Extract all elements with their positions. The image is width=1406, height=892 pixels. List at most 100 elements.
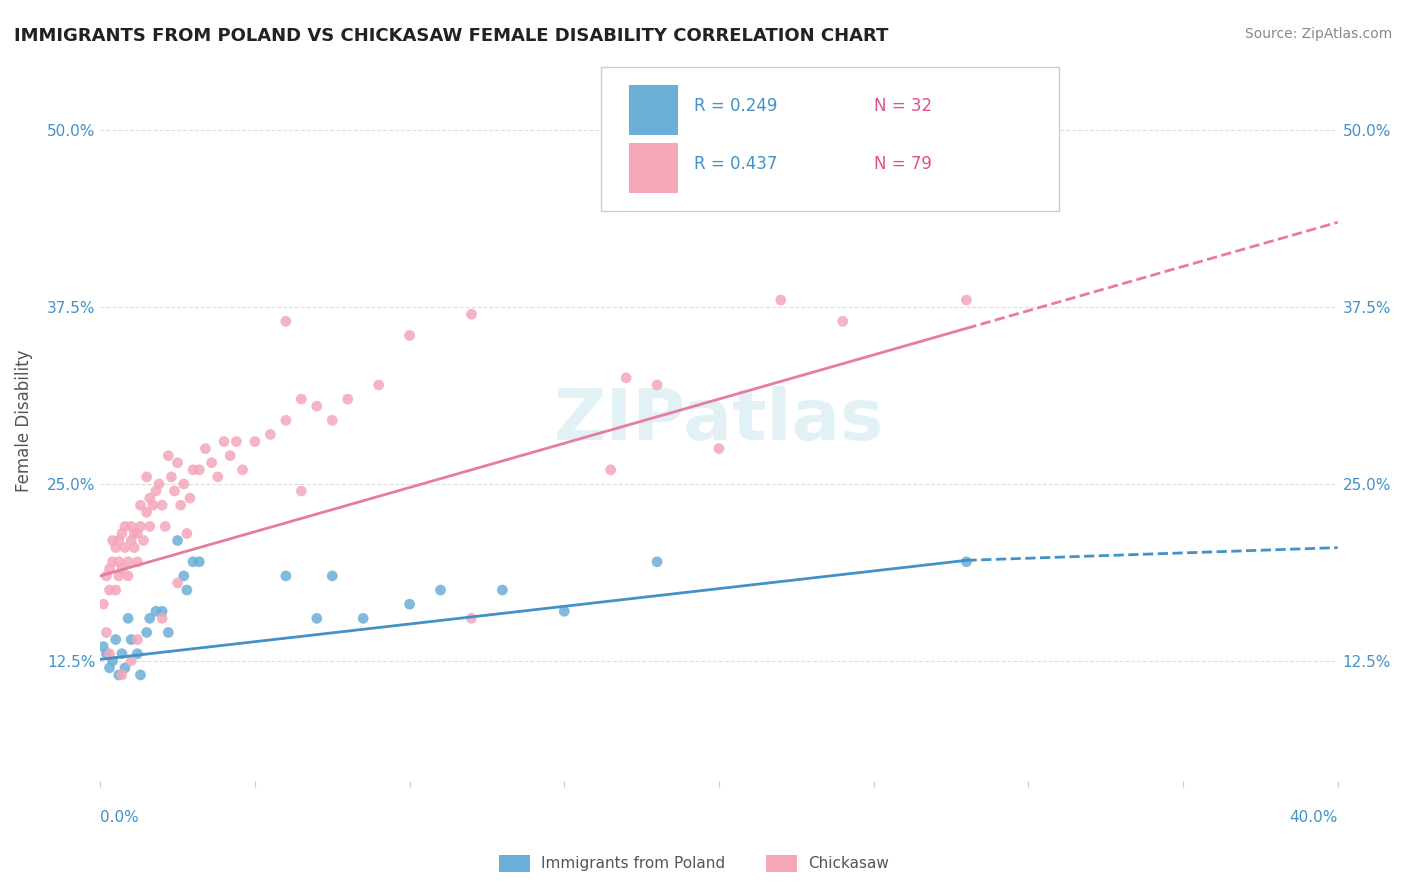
Point <box>155 519 177 533</box>
Point <box>645 555 668 569</box>
Text: ZIPatlas: ZIPatlas <box>554 386 884 455</box>
Point <box>170 498 193 512</box>
Point <box>166 576 188 591</box>
Point <box>173 477 195 491</box>
Point <box>139 491 162 505</box>
Point <box>104 632 127 647</box>
Point <box>194 442 217 456</box>
Point <box>150 611 173 625</box>
Point <box>139 519 162 533</box>
Point <box>98 647 121 661</box>
Text: 40.0%: 40.0% <box>1289 810 1337 825</box>
Point <box>120 632 142 647</box>
Point <box>599 463 621 477</box>
Text: N = 79: N = 79 <box>873 155 932 173</box>
Point <box>108 555 131 569</box>
Point <box>321 569 343 583</box>
Point <box>201 456 224 470</box>
Point <box>108 533 131 548</box>
Point <box>166 533 188 548</box>
Point <box>129 519 152 533</box>
Point <box>117 611 139 625</box>
Point <box>150 498 173 512</box>
Point <box>225 434 247 449</box>
Text: Immigrants from Poland: Immigrants from Poland <box>541 856 725 871</box>
Point <box>166 456 188 470</box>
Point <box>135 505 157 519</box>
Point <box>955 293 977 307</box>
Point <box>129 668 152 682</box>
Point <box>148 477 170 491</box>
Point <box>108 668 131 682</box>
Point <box>98 582 121 597</box>
Point <box>955 555 977 569</box>
Point <box>117 569 139 583</box>
FancyBboxPatch shape <box>602 67 1059 211</box>
Point <box>769 293 792 307</box>
Point <box>93 597 115 611</box>
Point <box>114 519 136 533</box>
Text: IMMIGRANTS FROM POLAND VS CHICKASAW FEMALE DISABILITY CORRELATION CHART: IMMIGRANTS FROM POLAND VS CHICKASAW FEMA… <box>14 27 889 45</box>
Point <box>127 632 149 647</box>
Point <box>429 582 451 597</box>
Point <box>135 470 157 484</box>
Point <box>157 449 180 463</box>
Point <box>367 378 389 392</box>
Point <box>135 625 157 640</box>
Point <box>101 555 124 569</box>
Point <box>460 307 482 321</box>
Point <box>188 555 211 569</box>
Point <box>274 314 297 328</box>
Point <box>157 625 180 640</box>
Point <box>120 533 142 548</box>
Point <box>305 399 328 413</box>
Point <box>96 647 118 661</box>
Point <box>104 541 127 555</box>
Point <box>114 541 136 555</box>
Point <box>145 483 167 498</box>
Point <box>181 463 204 477</box>
Point <box>114 661 136 675</box>
Text: R = 0.437: R = 0.437 <box>695 155 778 173</box>
Point <box>181 555 204 569</box>
Point <box>553 604 575 618</box>
Point <box>219 449 242 463</box>
Point <box>274 413 297 427</box>
Point <box>139 611 162 625</box>
Point <box>707 442 730 456</box>
Point <box>117 555 139 569</box>
Point <box>207 470 229 484</box>
Point <box>129 498 152 512</box>
Point <box>336 392 359 406</box>
Point <box>321 413 343 427</box>
Text: N = 32: N = 32 <box>873 97 932 115</box>
Text: 0.0%: 0.0% <box>100 810 139 825</box>
Point <box>127 555 149 569</box>
Point <box>232 463 254 477</box>
Point <box>398 597 420 611</box>
Point <box>150 604 173 618</box>
Point <box>101 533 124 548</box>
Point <box>614 371 637 385</box>
Point <box>120 519 142 533</box>
Point <box>101 654 124 668</box>
Point <box>132 533 155 548</box>
FancyBboxPatch shape <box>628 143 678 193</box>
Point <box>243 434 266 449</box>
Point <box>176 582 198 597</box>
Point <box>274 569 297 583</box>
Point <box>176 526 198 541</box>
Point <box>111 647 134 661</box>
Point <box>188 463 211 477</box>
Point <box>124 526 146 541</box>
Text: R = 0.249: R = 0.249 <box>695 97 778 115</box>
Point <box>398 328 420 343</box>
Point <box>160 470 183 484</box>
Point <box>290 483 312 498</box>
Point <box>173 569 195 583</box>
Point <box>124 541 146 555</box>
Point <box>290 392 312 406</box>
Point <box>98 661 121 675</box>
Point <box>142 498 165 512</box>
Y-axis label: Female Disability: Female Disability <box>15 349 32 491</box>
